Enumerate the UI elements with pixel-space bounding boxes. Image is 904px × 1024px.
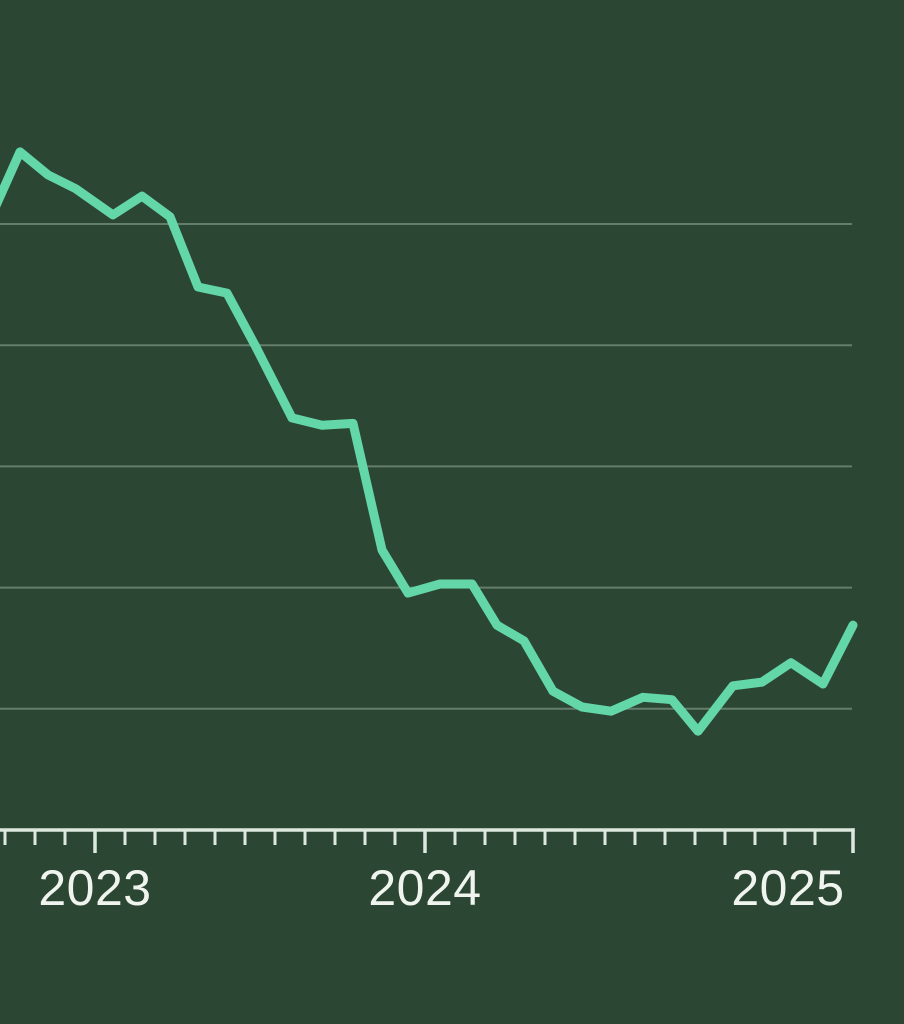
year-label: 2024: [368, 860, 481, 916]
year-label: 2025: [731, 860, 844, 916]
year-label: 2023: [38, 860, 151, 916]
inflation-line: [0, 147, 858, 736]
